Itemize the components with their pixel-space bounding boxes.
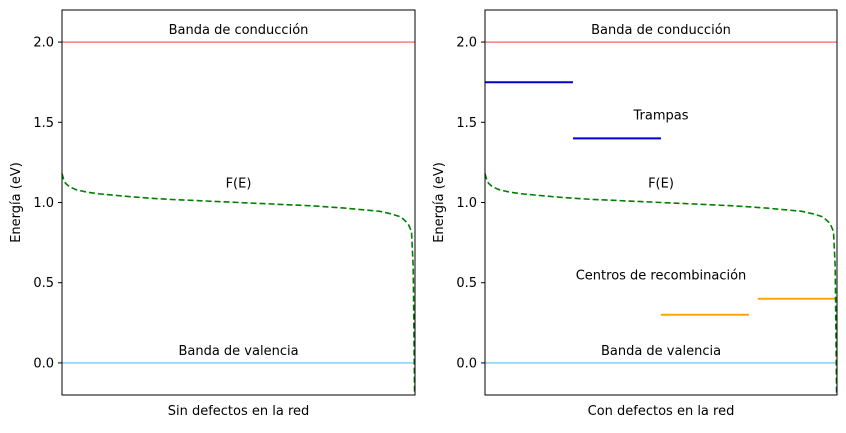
recombination-center-label: Centros de recombinación (576, 269, 747, 284)
y-tick-label: 1.5 (33, 116, 54, 131)
y-tick-label: 0.0 (33, 356, 54, 371)
fermi-curve-label: F(E) (226, 176, 252, 191)
trap-label: Trampas (633, 108, 689, 123)
panel-sin-defectos: Banda de conducción Banda de valencia F(E)… (9, 9, 416, 419)
y-tick-label: 0.0 (456, 356, 477, 371)
fermi-curve (484, 173, 838, 396)
y-axis-label: Energía (eV) (432, 162, 447, 243)
y-tick-label: 1.5 (456, 116, 477, 131)
y-tick-label: 0.5 (33, 276, 54, 291)
conduction-band-label: Banda de conducción (169, 23, 309, 38)
y-tick-label: 1.0 (33, 196, 54, 211)
y-axis-label: Energía (eV) (9, 162, 24, 243)
y-tick-label: 2.0 (456, 36, 477, 51)
x-axis-label: Con defectos en la red (588, 404, 735, 419)
y-tick-label: 1.0 (456, 196, 477, 211)
x-axis-label: Sin defectos en la red (168, 404, 310, 419)
y-tick-label: 2.0 (33, 36, 54, 51)
fermi-curve (61, 173, 416, 396)
y-tick-label: 0.5 (456, 276, 477, 291)
conduction-band-label: Banda de conducción (591, 23, 731, 38)
valence-band-label: Banda de valencia (601, 344, 721, 359)
fermi-curve-label: F(E) (648, 176, 674, 191)
panel-con-defectos: Banda de conducción Banda de valencia Tram… (432, 9, 838, 419)
valence-band-label: Banda de valencia (178, 344, 298, 359)
